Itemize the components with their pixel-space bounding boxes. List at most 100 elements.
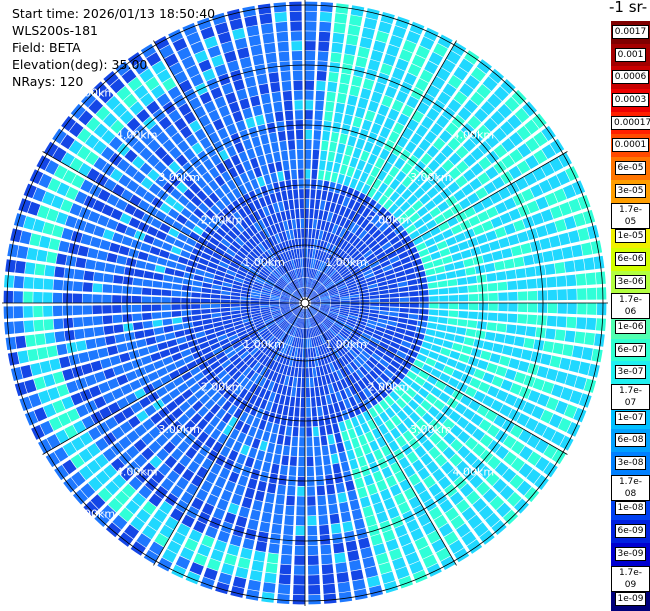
range-gate <box>242 204 252 216</box>
range-gate <box>573 212 586 227</box>
range-gate <box>95 261 106 272</box>
range-gate <box>214 96 227 109</box>
range-gate <box>3 290 14 303</box>
range-gate <box>223 388 233 400</box>
range-gate <box>363 17 378 30</box>
range-gate <box>478 419 492 432</box>
range-gate <box>396 350 407 359</box>
range-gate <box>372 202 382 214</box>
range-gate <box>351 250 360 259</box>
range-gate <box>275 282 285 289</box>
range-gate <box>556 275 567 287</box>
range-gate <box>306 258 310 268</box>
range-gate <box>149 246 161 256</box>
range-gate <box>245 227 255 237</box>
range-gate <box>258 243 267 253</box>
range-gate <box>488 292 498 301</box>
range-gate <box>279 564 292 575</box>
range-gate <box>180 250 191 259</box>
range-gate <box>297 318 301 328</box>
range-gate <box>360 246 370 256</box>
range-gate <box>54 164 68 180</box>
range-gate <box>468 293 479 302</box>
range-gate <box>228 101 240 114</box>
range-gate <box>492 176 505 190</box>
range-gate <box>300 208 305 219</box>
range-gate <box>62 368 75 381</box>
range-gate <box>264 317 274 324</box>
range-gate <box>147 254 158 264</box>
range-gate <box>224 50 237 63</box>
range-gate <box>43 305 53 317</box>
range-gate <box>314 326 320 336</box>
range-gate <box>275 21 288 33</box>
range-gate <box>142 312 152 321</box>
range-gate <box>257 340 266 349</box>
range-gate <box>201 313 212 320</box>
range-gate <box>468 215 481 227</box>
range-gate <box>449 350 461 360</box>
range-gate <box>332 323 342 331</box>
range-gate <box>560 387 573 401</box>
range-ring-label: 2.00km <box>368 380 410 393</box>
range-gate <box>293 189 299 199</box>
range-gate <box>462 138 476 152</box>
range-gate <box>343 353 352 363</box>
range-gate <box>310 327 315 338</box>
range-gate <box>228 471 240 484</box>
range-gate <box>472 443 486 457</box>
range-gate <box>279 140 288 151</box>
range-gate <box>398 456 411 469</box>
range-gate <box>286 285 294 293</box>
range-gate <box>84 222 96 235</box>
range-gate <box>248 35 261 47</box>
range-gate <box>289 271 295 281</box>
range-gate <box>385 350 396 359</box>
range-gate <box>272 312 282 318</box>
range-gate <box>290 298 300 302</box>
range-gate <box>359 496 371 508</box>
range-gate <box>119 352 131 363</box>
range-gate <box>285 505 295 516</box>
range-gate <box>345 480 355 492</box>
range-gate <box>242 244 252 253</box>
range-gate <box>557 303 567 314</box>
range-gate <box>171 297 181 303</box>
range-gate <box>259 230 267 241</box>
range-gate <box>486 362 498 374</box>
range-gate <box>206 77 220 91</box>
range-gate <box>434 152 447 165</box>
range-gate <box>301 308 305 319</box>
range-gate <box>309 306 318 312</box>
range-gate <box>285 345 291 356</box>
range-gate <box>394 157 406 170</box>
range-gate <box>392 208 404 219</box>
range-gate <box>53 279 64 291</box>
range-gate <box>367 524 380 537</box>
range-gate <box>94 511 110 527</box>
range-gate <box>291 259 296 270</box>
range-gate <box>322 455 331 466</box>
range-gate <box>553 188 567 203</box>
range-gate <box>327 285 337 292</box>
range-gate <box>357 379 367 390</box>
range-gate <box>275 329 283 338</box>
range-gate <box>517 314 528 324</box>
range-gate <box>410 132 423 146</box>
range-gate <box>187 259 198 268</box>
range-gate <box>443 432 456 445</box>
range-gate <box>390 360 401 369</box>
range-gate <box>536 365 549 379</box>
range-gate <box>414 376 426 387</box>
range-gate <box>77 245 89 257</box>
range-gate <box>466 490 481 505</box>
range-gate <box>370 299 380 303</box>
range-gate <box>364 222 374 232</box>
range-gate <box>347 428 357 439</box>
range-gate <box>306 446 314 457</box>
range-gate <box>426 145 439 158</box>
range-gate <box>287 485 296 496</box>
colorbar-level: 3e-05 <box>611 179 650 203</box>
range-gate <box>463 337 475 346</box>
range-gate <box>88 426 102 441</box>
